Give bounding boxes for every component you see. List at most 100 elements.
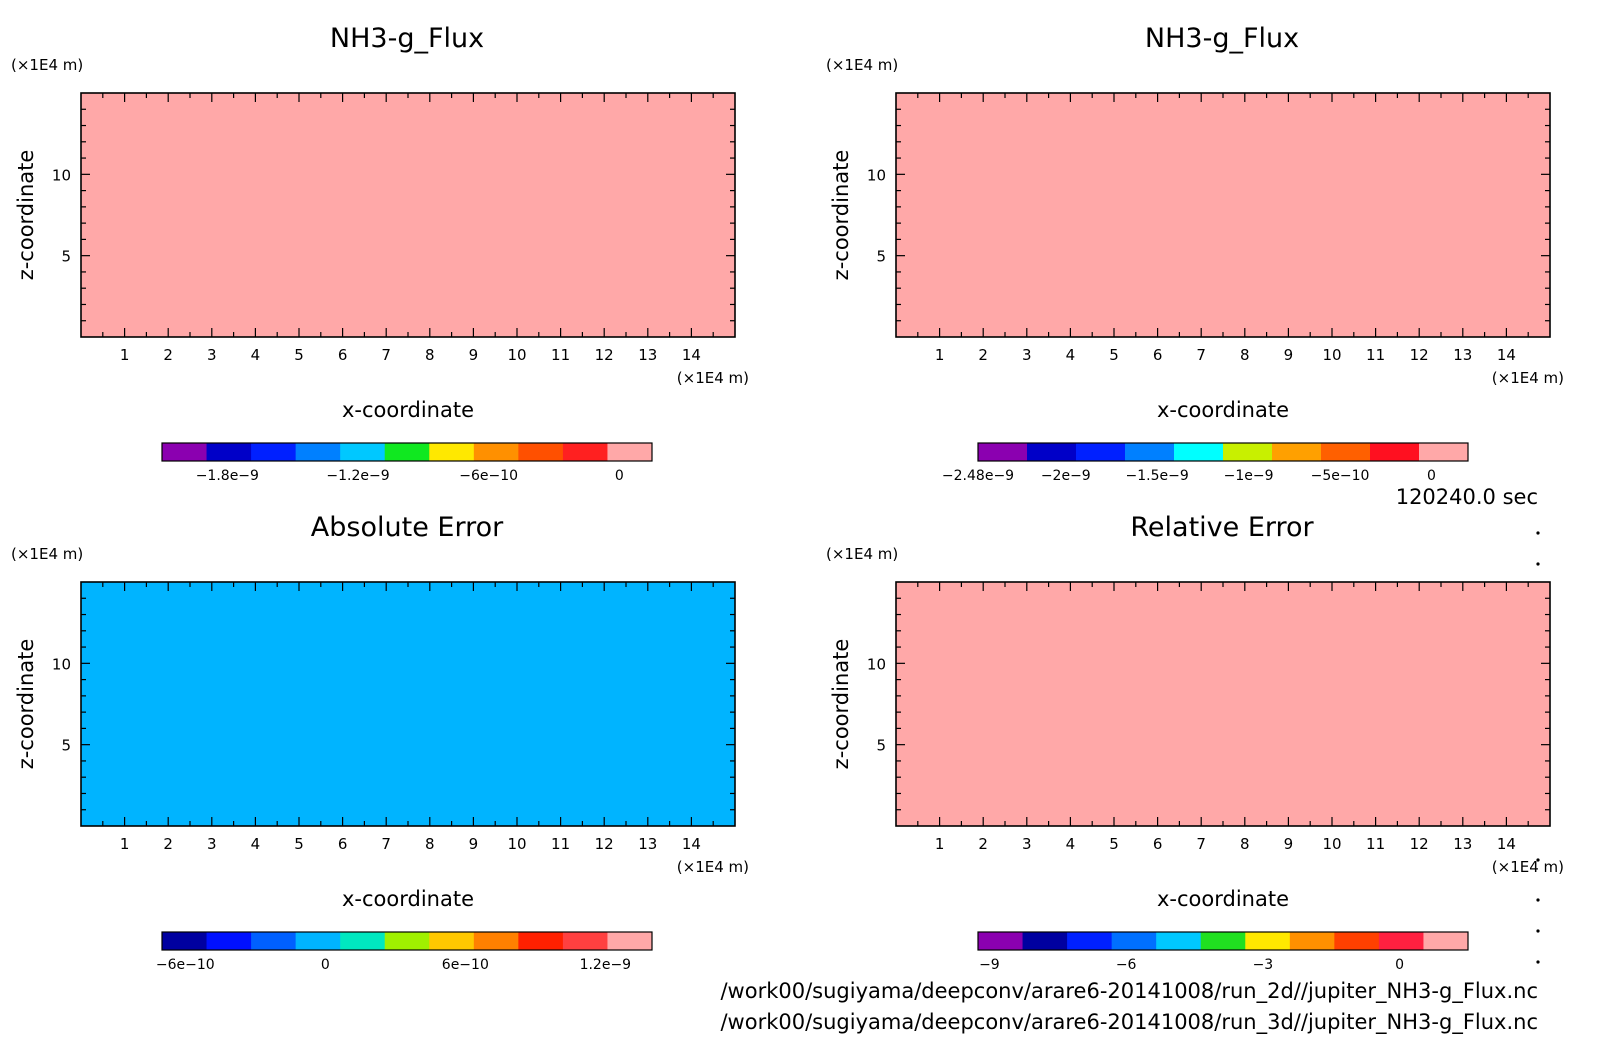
colorbar-segment [162, 932, 208, 950]
colorbar-segment [518, 443, 564, 461]
chart-title: NH3-g_Flux [330, 23, 484, 54]
colorbar-segment [1156, 932, 1202, 950]
x-tick-label: 12 [595, 835, 614, 853]
panels: NH3-g_Flux(×1E4 m)(×1E4 m)1 2 3 4 5 6 7 8 9 10 11 1… [11, 23, 1564, 973]
colorbar-segment [473, 443, 519, 461]
x-tick-label: 6 [338, 835, 348, 853]
x-tick-label: 11 [551, 346, 570, 364]
colorbar-segment [1174, 443, 1224, 461]
colorbar-segment [1321, 443, 1371, 461]
x-tick-label: 1 [120, 835, 130, 853]
x-tick-label: 2 [978, 346, 988, 364]
chart-title: NH3-g_Flux [1145, 23, 1299, 54]
colorbar: −9 −6 −3 0 [977, 931, 1469, 973]
y-tick-label: 5 [61, 737, 71, 755]
colorbar-segment [1076, 443, 1126, 461]
colorbar-tick-label: −3 [1253, 957, 1274, 973]
x-tick-label: 7 [1196, 346, 1206, 364]
x-tick-label: 13 [638, 346, 657, 364]
colorbar-frame [977, 442, 1469, 462]
x-tick-label: 13 [1453, 346, 1472, 364]
x-tick-label: 5 [1109, 835, 1119, 853]
colorbar-segment [518, 932, 564, 950]
colorbar-segment [607, 443, 653, 461]
heatmap-field [896, 93, 1550, 337]
x-tick-label: 14 [682, 835, 701, 853]
colorbar-tick-label: 6e−10 [442, 957, 489, 973]
colorbar-tick-label: 0 [615, 468, 624, 484]
colorbar-segment [162, 443, 208, 461]
colorbar-tick-label: −2e−9 [1041, 468, 1091, 484]
x-axis-label: x-coordinate [1157, 398, 1289, 422]
colorbar-segment [1125, 443, 1175, 461]
x-tick-label: 10 [1322, 835, 1341, 853]
x-unit-label: (×1E4 m) [1492, 369, 1564, 387]
colorbar-tick-label: 0 [1427, 468, 1436, 484]
x-tick-label: 8 [425, 835, 435, 853]
x-unit-label: (×1E4 m) [1492, 858, 1564, 876]
colorbar-segment [473, 932, 519, 950]
x-tick-label: 12 [595, 346, 614, 364]
colorbar-segment [1111, 932, 1157, 950]
x-tick-label: 14 [682, 346, 701, 364]
x-tick-label: 4 [251, 835, 261, 853]
footer-path-3d: /work00/sugiyama/deepconv/arare6-2014100… [720, 1010, 1538, 1035]
y-unit-label: (×1E4 m) [11, 56, 83, 74]
panel-1: NH3-g_Flux(×1E4 m)(×1E4 m)1 2 3 4 5 6 7 8 9 10 11 1… [11, 23, 749, 484]
y-unit-label: (×1E4 m) [826, 545, 898, 563]
x-tick-label: 14 [1497, 835, 1516, 853]
x-axis-label: x-coordinate [1157, 887, 1289, 911]
colorbar-segment [1200, 932, 1246, 950]
heatmap-field [81, 582, 735, 826]
colorbar-tick-label: −9 [979, 957, 1000, 973]
y-tick-label: 5 [61, 248, 71, 266]
x-tick-label: 2 [163, 835, 173, 853]
margin-dots [1536, 531, 1540, 964]
x-tick-label: 3 [207, 346, 217, 364]
x-tick-label: 1 [935, 835, 945, 853]
y-axis-label: z-coordinate [829, 639, 853, 770]
x-tick-label: 11 [551, 835, 570, 853]
colorbar-segment [340, 932, 386, 950]
y-tick-label: 10 [52, 166, 71, 184]
x-tick-label: 6 [338, 346, 348, 364]
x-tick-label: 5 [294, 835, 304, 853]
x-axis-label: x-coordinate [342, 887, 474, 911]
x-tick-label: 14 [1497, 346, 1516, 364]
colorbar-segment [429, 443, 475, 461]
x-unit-label: (×1E4 m) [677, 369, 749, 387]
y-tick-label: 5 [876, 737, 886, 755]
heatmap-field [81, 93, 735, 337]
x-tick-label: 5 [1109, 346, 1119, 364]
colorbar: −1.8e−9 −1.2e−9 −6e−10 0 [161, 442, 653, 484]
x-tick-label: 3 [1022, 835, 1032, 853]
colorbar-frame [161, 442, 653, 462]
x-tick-label: 9 [469, 346, 479, 364]
colorbar-tick-label: 0 [321, 957, 330, 973]
footer-path-2d: /work00/sugiyama/deepconv/arare6-2014100… [720, 979, 1538, 1004]
colorbar-segment [1245, 932, 1291, 950]
chart-title: Absolute Error [311, 512, 504, 543]
x-tick-label: 12 [1410, 835, 1429, 853]
colorbar-segment [1272, 443, 1322, 461]
colorbar-tick-label: −6e−10 [156, 957, 215, 973]
x-tick-label: 8 [1240, 346, 1250, 364]
time-label: 120240.0 sec [1396, 485, 1538, 509]
x-unit-label: (×1E4 m) [677, 858, 749, 876]
colorbar-segment [1067, 932, 1113, 950]
colorbar-segment [1378, 932, 1424, 950]
x-tick-label: 7 [1196, 835, 1206, 853]
x-tick-label: 2 [163, 346, 173, 364]
colorbar-tick-label: −1.5e−9 [1126, 468, 1189, 484]
colorbar-segment [384, 443, 430, 461]
colorbar-segment [562, 932, 608, 950]
colorbar-segment [384, 932, 430, 950]
colorbar-segment [1289, 932, 1335, 950]
x-tick-label: 6 [1153, 835, 1163, 853]
panel-2: NH3-g_Flux(×1E4 m)(×1E4 m)1 2 3 4 5 6 7 8 9 10 11 1… [826, 23, 1564, 484]
colorbar-tick-label: −1.2e−9 [326, 468, 389, 484]
colorbar-segment [251, 932, 297, 950]
y-tick-label: 5 [876, 248, 886, 266]
x-tick-label: 10 [507, 346, 526, 364]
colorbar-tick-label: −1e−9 [1224, 468, 1274, 484]
